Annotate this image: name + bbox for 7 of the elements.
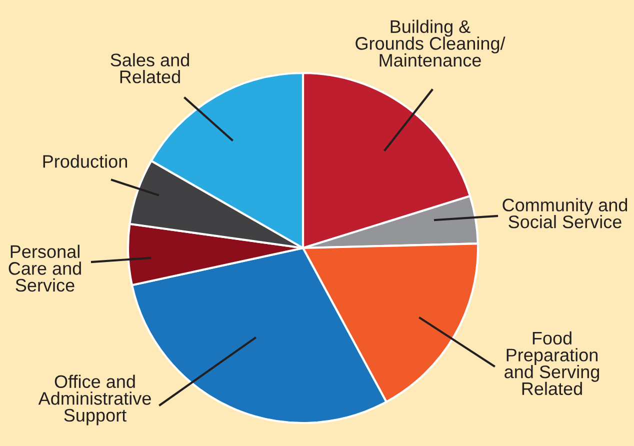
slice-label: Production: [43, 154, 127, 168]
slice-label: Personal Care and Service: [8, 244, 81, 292]
slice-label: Building & Grounds Cleaning/ Maintenance: [356, 20, 506, 67]
slice-label: Community and Social Service: [502, 198, 628, 228]
slice-label: Office and Administrative Support: [38, 374, 151, 426]
slice-label: Sales and Related: [110, 53, 189, 84]
slice-label: Food Preparation and Serving Related: [504, 331, 600, 396]
